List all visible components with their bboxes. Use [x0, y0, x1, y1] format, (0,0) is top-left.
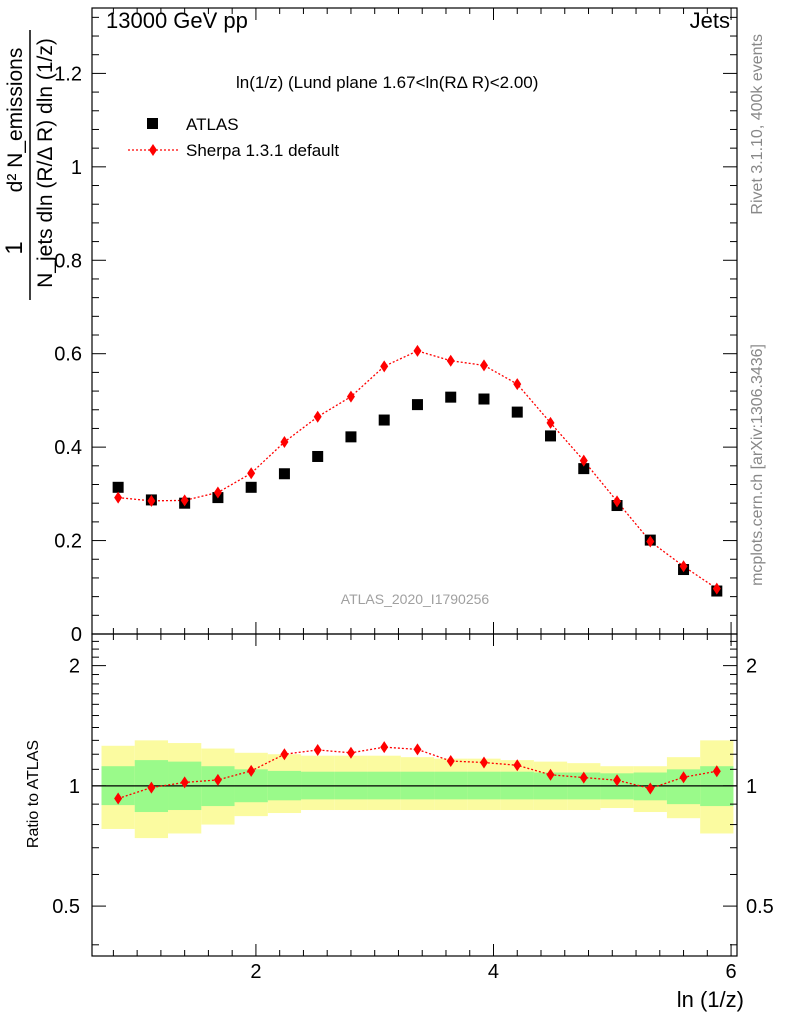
sherpa-ratio-point	[479, 756, 488, 769]
sherpa-point	[247, 467, 256, 480]
sherpa-ratio-point	[180, 776, 189, 789]
sherpa-point	[413, 344, 422, 357]
atlas-point	[545, 430, 557, 442]
sherpa-point	[712, 582, 721, 595]
y-tick-label: 0.6	[54, 344, 82, 366]
sherpa-ratio-point	[546, 768, 555, 781]
legend: ATLAS Sherpa 1.3.1 default	[128, 115, 339, 160]
x-tick-label: 6	[725, 961, 736, 983]
atlas-point	[312, 450, 324, 462]
mcplots-url-label: mcplots.cern.ch [arXiv:1306.3436]	[749, 344, 766, 586]
legend-atlas-label: ATLAS	[186, 115, 239, 134]
legend-sherpa-label: Sherpa 1.3.1 default	[186, 141, 339, 160]
atlas-point	[445, 391, 457, 403]
sherpa-point	[646, 535, 655, 548]
sherpa-ratio-point	[579, 771, 588, 784]
axis-tick-labels: 2 4 6 0 0.2 0.4 0.6 0.8 1 1.2 0.5 0.5 1 1 2 2	[52, 63, 774, 983]
sherpa-point	[280, 435, 289, 448]
y-tick-label: 1.2	[54, 63, 82, 85]
x-tick-label: 2	[250, 961, 261, 983]
ratio-y-tick-label-right: 2	[746, 656, 757, 678]
ratio-y-tick-label-right: 1	[746, 776, 757, 798]
sherpa-ratio-point	[513, 759, 522, 772]
sherpa-point	[446, 354, 455, 367]
main-panel-frame	[91, 7, 738, 635]
atlas-point	[578, 463, 590, 475]
ratio-y-tick-label: 1	[69, 776, 80, 798]
atlas-point	[478, 393, 490, 405]
axis-ticks	[92, 8, 737, 956]
analysis-id-label: ATLAS_2020_I1790256	[341, 591, 490, 607]
sherpa-ratio-point	[147, 781, 156, 794]
sherpa-point	[679, 560, 688, 573]
sherpa-ratio-point	[712, 765, 721, 778]
ratio-y-tick-label-right: 0.5	[746, 896, 774, 918]
sherpa-point	[613, 495, 622, 508]
legend-sherpa-marker	[149, 144, 157, 156]
y-tick-label: 0	[71, 624, 82, 646]
plot-title: ln(1/z) (Lund plane 1.67<ln(RΔ R)<2.00)	[236, 73, 538, 92]
sherpa-ratio-point	[613, 774, 622, 787]
rivet-version-label: Rivet 3.1.10, 400k events	[749, 34, 766, 215]
sherpa-ratio-point	[646, 782, 655, 795]
sherpa-point	[513, 378, 522, 391]
legend-atlas-marker	[147, 118, 158, 129]
atlas-point	[511, 406, 523, 418]
sherpa-ratio-point	[313, 743, 322, 756]
x-tick-label: 4	[488, 961, 499, 983]
y-title-prefix: 1	[1, 241, 28, 254]
ratio-y-tick-label: 2	[69, 656, 80, 678]
series-lines	[117, 350, 718, 800]
y-title-numerator: d² N_emissions	[4, 48, 27, 193]
y-axis-title: 1 d² N_emissions N_jets dln (R/Δ R) dln …	[1, 30, 57, 300]
y-tick-label: 0.2	[54, 531, 82, 553]
sherpa-point	[213, 486, 222, 499]
atlas-point	[112, 481, 124, 493]
sherpa-point	[313, 410, 322, 423]
ratio-axis-title: Ratio to ATLAS	[25, 740, 42, 848]
y-title-denominator: N_jets dln (R/Δ R) dln (1/z)	[34, 38, 57, 288]
y-tick-label: 0.8	[54, 250, 82, 272]
sherpa-point	[147, 494, 156, 507]
y-tick-label: 1	[71, 157, 82, 179]
x-axis-title: ln (1/z)	[677, 987, 744, 1012]
sherpa-ratio-point	[247, 764, 256, 777]
sherpa-ratio-point	[346, 746, 355, 759]
sherpa-ratio-point	[380, 741, 389, 754]
ratio-y-tick-label: 0.5	[52, 896, 80, 918]
energy-label: 13000 GeV pp	[106, 8, 248, 33]
sherpa-point	[546, 416, 555, 429]
sherpa-ratio-point	[679, 771, 688, 784]
sherpa-ratio-point	[280, 748, 289, 761]
sherpa-point	[114, 491, 123, 504]
atlas-point	[411, 399, 423, 411]
sherpa-point	[180, 494, 189, 507]
plot-frames	[91, 7, 738, 957]
atlas-point	[278, 468, 290, 480]
sherpa-ratio-point	[213, 773, 222, 786]
process-label: Jets	[690, 8, 730, 33]
sherpa-ratio-point	[413, 743, 422, 756]
atlas-point	[378, 414, 390, 426]
y-tick-label: 0.4	[54, 437, 82, 459]
sherpa-point	[346, 390, 355, 403]
atlas-point	[345, 431, 357, 443]
atlas-point	[245, 481, 257, 493]
sherpa-line	[118, 350, 718, 590]
data-markers	[112, 344, 723, 805]
sherpa-ratio-point	[446, 755, 455, 768]
ratio-panel-frame	[91, 633, 738, 957]
sherpa-point	[479, 359, 488, 372]
sherpa-point	[380, 360, 389, 373]
sherpa-ratio-point	[114, 792, 123, 805]
sherpa-point	[579, 454, 588, 467]
